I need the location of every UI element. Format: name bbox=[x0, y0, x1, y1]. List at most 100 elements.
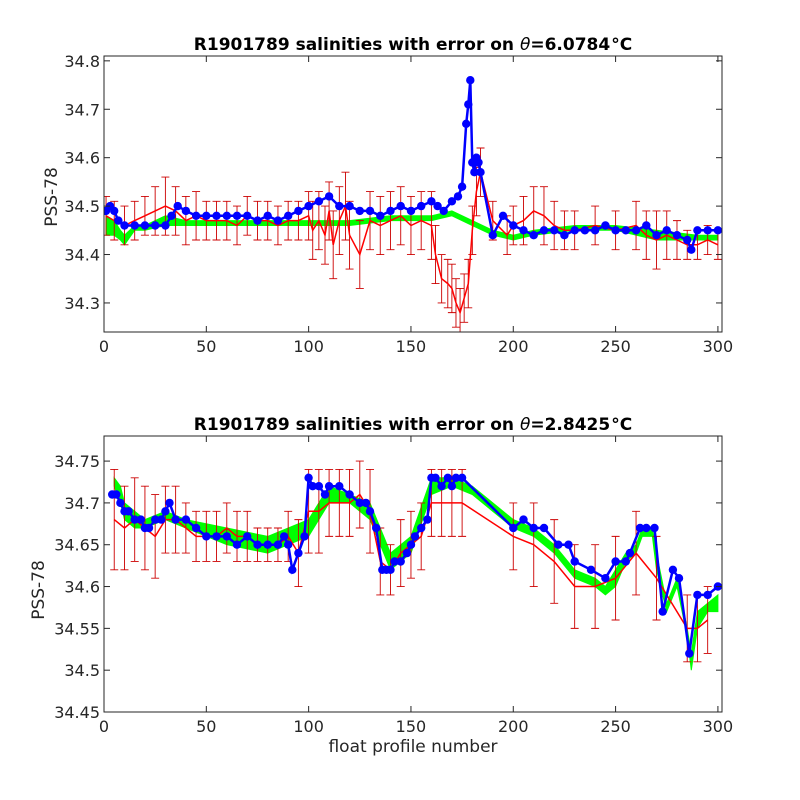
bottom-calibrated-point bbox=[161, 507, 170, 516]
top-calibrated-point bbox=[355, 206, 364, 216]
top-calibrated-point bbox=[173, 201, 182, 211]
bottom-raw-salinity-line bbox=[113, 493, 709, 630]
top-calibrated-point bbox=[474, 158, 483, 167]
top-calibrated-point bbox=[590, 226, 600, 235]
top-calibrated-point bbox=[703, 226, 712, 235]
top-calibrated-point bbox=[130, 221, 139, 230]
bottom-calibrated-point bbox=[300, 532, 309, 541]
top-calibrated-point bbox=[406, 206, 416, 216]
top-calibrated-point bbox=[580, 226, 590, 235]
bottom-calibrated-point bbox=[308, 482, 317, 491]
bottom-calibrated-point bbox=[124, 507, 133, 516]
bottom-calibrated-point bbox=[273, 540, 283, 549]
bottom-calibrated-point bbox=[279, 532, 289, 541]
top-calibrated-point bbox=[488, 231, 497, 240]
bottom-calibrated-point bbox=[703, 590, 712, 600]
top-y-tick-label: 34.8 bbox=[64, 52, 100, 71]
top-calibrated-point bbox=[294, 206, 303, 216]
bottom-calibrated-point bbox=[586, 565, 596, 574]
top-calibrated-point bbox=[167, 211, 176, 220]
top-calibrated-point bbox=[212, 211, 221, 220]
top-calibrated-point bbox=[324, 192, 334, 201]
top-calibrated-point bbox=[611, 226, 620, 235]
bottom-calibrated-point bbox=[529, 523, 538, 533]
bottom-calibrated-point bbox=[519, 515, 528, 524]
bottom-calibrated-point bbox=[284, 540, 293, 549]
bottom-calibrated-point bbox=[165, 498, 174, 508]
bottom-calibrated-point bbox=[304, 473, 313, 482]
top-chart-title: R1901789 salinities with error on θ=6.07… bbox=[194, 35, 632, 55]
top-calibrated-point bbox=[140, 221, 150, 230]
bottom-x-tick-label: 0 bbox=[99, 717, 109, 736]
bottom-calibrated-point bbox=[443, 473, 452, 482]
top-x-tick-label: 0 bbox=[99, 337, 109, 356]
top-x-tick-label: 100 bbox=[293, 337, 324, 356]
top-calibrated-point bbox=[453, 192, 463, 201]
bottom-calibrated-point bbox=[396, 557, 405, 566]
bottom-calibrated-point bbox=[539, 523, 549, 533]
bottom-calibrated-point bbox=[253, 540, 262, 549]
top-calibrated-point bbox=[509, 221, 518, 230]
top-calibrated-point bbox=[253, 216, 262, 225]
bottom-calibrated-point bbox=[570, 557, 579, 566]
bottom-calibrated-point bbox=[601, 574, 610, 583]
top-calibrated-point bbox=[466, 76, 475, 85]
bottom-calibrated-point bbox=[372, 523, 381, 533]
top-calibrated-point bbox=[601, 221, 610, 230]
top-calibrated-point bbox=[386, 206, 395, 216]
top-calibrated-point bbox=[529, 231, 538, 240]
top-calibrated-point bbox=[232, 211, 242, 220]
bottom-calibrated-point bbox=[410, 532, 420, 541]
top-x-tick-label: 200 bbox=[498, 337, 529, 356]
bottom-calibrated-point bbox=[116, 498, 125, 508]
bottom-calibrated-point bbox=[112, 490, 121, 499]
bottom-calibrated-point bbox=[390, 557, 399, 566]
bottom-calibrated-point bbox=[451, 473, 461, 482]
top-calibrated-point bbox=[457, 182, 467, 191]
bottom-calibrated-point bbox=[625, 548, 635, 558]
top-calibrated-point bbox=[631, 226, 641, 235]
top-calibrated-point bbox=[314, 197, 324, 206]
bottom-calibrated-point bbox=[431, 473, 440, 482]
bottom-calibrated-point bbox=[457, 473, 467, 482]
bottom-y-tick-label: 34.45 bbox=[54, 703, 100, 722]
bottom-y-tick-label: 34.75 bbox=[54, 452, 100, 471]
top-calibrated-point bbox=[447, 197, 457, 206]
bottom-calibrated-point bbox=[355, 498, 364, 508]
top-calibrated-point bbox=[114, 216, 123, 225]
bottom-calibrated-point bbox=[263, 540, 272, 549]
bottom-calibrated-point bbox=[335, 482, 344, 491]
top-x-tick-label: 300 bbox=[703, 337, 734, 356]
top-calibrated-point bbox=[687, 245, 696, 254]
bottom-x-tick-label: 100 bbox=[293, 717, 324, 736]
bottom-axes-frame bbox=[103, 435, 723, 713]
top-calibrated-point bbox=[345, 201, 354, 211]
top-y-tick-label: 34.6 bbox=[64, 149, 100, 168]
bottom-mapped-salinity-envelope bbox=[113, 476, 719, 671]
top-calibrated-point bbox=[621, 226, 630, 235]
bottom-plot-area bbox=[108, 460, 722, 671]
bottom-calibrated-point bbox=[693, 590, 702, 600]
top-y-tick-label: 34.5 bbox=[64, 197, 100, 216]
top-calibrated-point bbox=[672, 231, 682, 240]
top-chart-panel: R1901789 salinities with error on θ=6.07… bbox=[42, 35, 733, 356]
top-chart-ylabel: PSS-78 bbox=[42, 167, 62, 227]
top-calibrated-point bbox=[642, 221, 651, 230]
top-calibrated-point bbox=[462, 119, 471, 128]
bottom-calibrated-point bbox=[243, 532, 252, 541]
top-x-tick-label: 250 bbox=[600, 337, 631, 356]
bottom-y-tick-label: 34.55 bbox=[54, 619, 100, 638]
top-y-tick-label: 34.4 bbox=[64, 246, 100, 265]
top-calibrated-point bbox=[570, 226, 579, 235]
top-calibrated-point bbox=[365, 206, 375, 216]
bottom-x-tick-label: 150 bbox=[396, 717, 427, 736]
top-y-tick-label: 34.3 bbox=[64, 294, 100, 313]
bottom-y-tick-label: 34.6 bbox=[64, 578, 100, 597]
top-y-tick-label: 34.7 bbox=[64, 100, 100, 119]
bottom-calibrated-point bbox=[650, 523, 659, 533]
top-calibrated-point bbox=[693, 226, 702, 235]
bottom-calibrated-point bbox=[611, 557, 620, 566]
bottom-calibrated-point bbox=[212, 532, 221, 541]
top-calibrated-point bbox=[202, 211, 211, 220]
top-calibrated-point bbox=[222, 211, 231, 220]
